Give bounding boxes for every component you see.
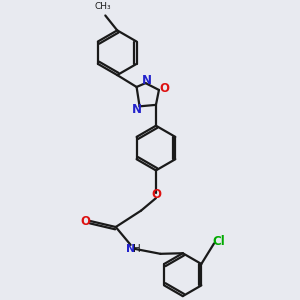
Text: O: O [151,188,161,201]
Text: O: O [80,214,90,227]
Text: N: N [132,103,142,116]
Text: O: O [159,82,169,95]
Text: Cl: Cl [212,236,225,248]
Text: N: N [126,244,135,254]
Text: H: H [133,244,141,254]
Text: CH₃: CH₃ [94,2,111,11]
Text: N: N [142,74,152,87]
